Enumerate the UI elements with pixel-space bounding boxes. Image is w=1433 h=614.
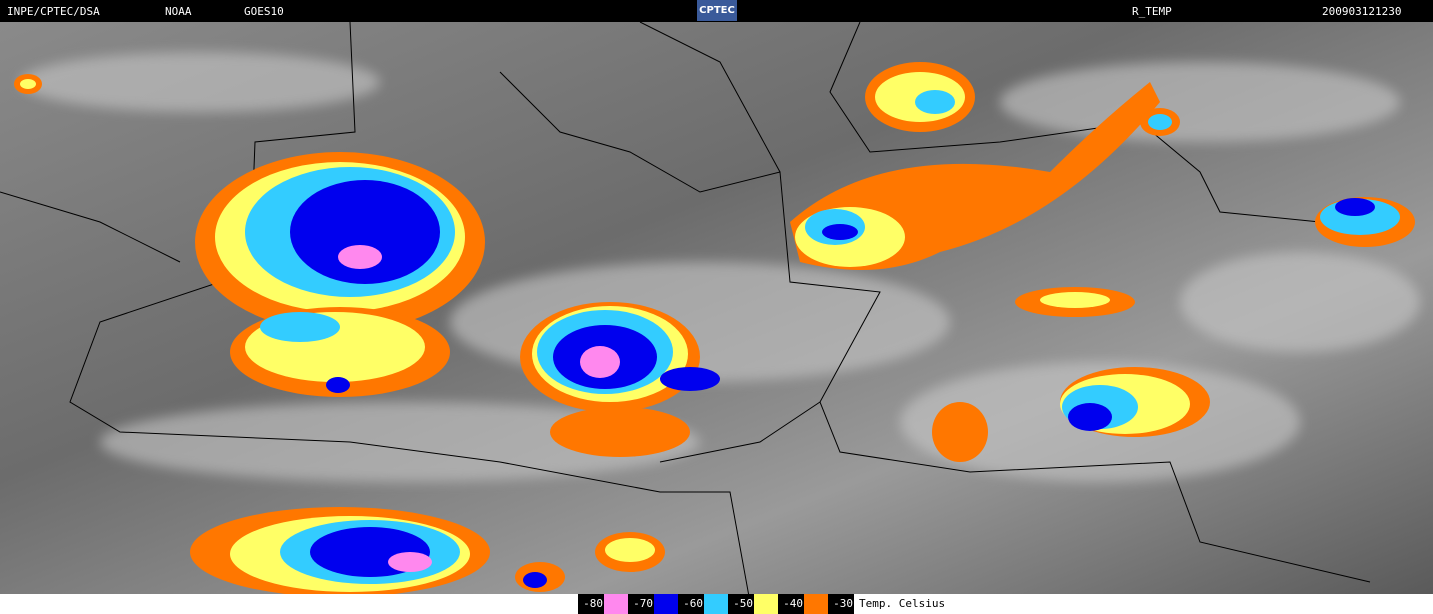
product: R_TEMP bbox=[1132, 5, 1172, 18]
legend-label: -70 bbox=[628, 594, 654, 614]
source: INPE/CPTEC/DSA bbox=[7, 5, 100, 18]
legend: -80 -70 -60 -50 -40 -30 Temp. Celsius bbox=[578, 594, 945, 614]
legend-label: -30 bbox=[828, 594, 854, 614]
timestamp: 200903121230 bbox=[1322, 5, 1402, 18]
legend-unit: Temp. Celsius bbox=[859, 597, 946, 610]
legend-swatch bbox=[754, 594, 778, 614]
legend-label: -40 bbox=[778, 594, 804, 614]
legend-swatch bbox=[654, 594, 678, 614]
legend-label: -60 bbox=[678, 594, 704, 614]
legend-label: -50 bbox=[728, 594, 754, 614]
logo: CPTEC bbox=[697, 0, 737, 21]
legend-swatch bbox=[704, 594, 728, 614]
legend-swatch bbox=[804, 594, 828, 614]
agency: NOAA bbox=[165, 5, 192, 18]
satellite-image bbox=[0, 22, 1433, 594]
legend-label: -80 bbox=[578, 594, 604, 614]
cloud-tops bbox=[14, 62, 1415, 594]
satellite: GOES10 bbox=[244, 5, 284, 18]
legend-swatch bbox=[604, 594, 628, 614]
header-bar: INPE/CPTEC/DSA NOAA GOES10 CPTEC R_TEMP … bbox=[0, 0, 1433, 22]
